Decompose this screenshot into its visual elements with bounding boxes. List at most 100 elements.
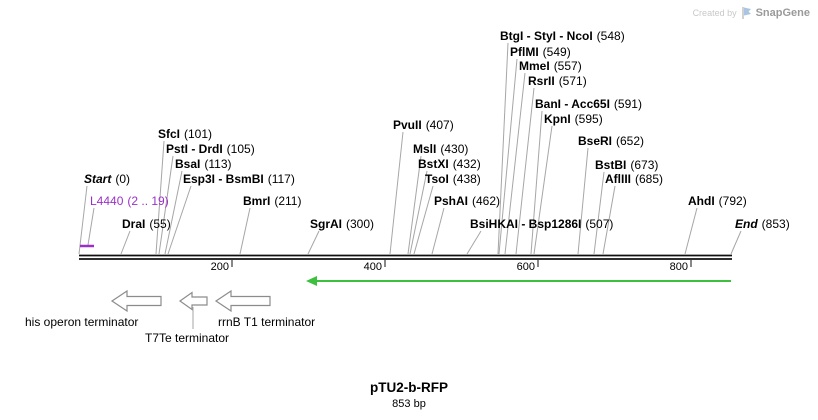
site-position: (462): [472, 194, 501, 208]
site-position: (438): [452, 172, 481, 186]
site-name: PvuII: [393, 118, 422, 132]
site-position: (853): [761, 217, 790, 231]
site-connector-line: [87, 207, 95, 246]
site-label-bstbi: BstBI (673): [595, 159, 658, 172]
site-position: (591): [613, 97, 642, 111]
site-position: (113): [204, 157, 232, 171]
site-connector-line: [730, 230, 742, 255]
site-label-tsoi: TsoI (438): [425, 173, 481, 186]
site-name: KpnI: [544, 112, 571, 126]
site-connector-line: [515, 87, 535, 255]
site-connector-line: [684, 207, 698, 255]
site-position: (2 .. 19): [127, 194, 169, 208]
site-position: (571): [558, 74, 587, 88]
watermark: Created by SnapGene: [693, 6, 810, 20]
site-label-l4440: L4440 (2 .. 19): [90, 195, 169, 208]
site-name: BtgI - StyI - NcoI: [500, 29, 593, 43]
site-label-end: End (853): [735, 218, 790, 231]
site-position: (55): [149, 217, 171, 231]
site-connector-line: [167, 185, 192, 255]
site-position: (407): [425, 118, 454, 132]
site-name: L4440: [90, 194, 124, 208]
site-name: BmrI: [243, 194, 271, 208]
plasmid-length: 853 bp: [392, 398, 426, 410]
site-connector-line: [407, 155, 422, 255]
site-label-bstxi: BstXI (432): [418, 158, 481, 171]
site-label-bseri: BseRI (652): [578, 135, 644, 148]
site-connector-line: [497, 42, 509, 255]
site-label-pshai: PshAI (462): [434, 195, 500, 208]
site-label-ahdi: AhdI (792): [688, 195, 747, 208]
terminator-label-rrnb-t1-terminator: rrnB T1 terminator: [218, 315, 316, 329]
site-name: TsoI: [425, 172, 449, 186]
site-position: (548): [596, 29, 625, 43]
site-name: MslI: [413, 142, 437, 156]
ruler-tick-label: 800: [669, 261, 688, 273]
ruler-tick-label: 400: [363, 261, 382, 273]
terminator-arrow-rrnb-t1-terminator: [214, 289, 271, 313]
site-name: DraI: [122, 217, 146, 231]
site-connector-line: [431, 207, 445, 255]
site-position: (685): [635, 172, 664, 186]
site-name: SfcI: [158, 127, 181, 141]
site-position: (792): [718, 194, 747, 208]
site-name: End: [735, 217, 758, 231]
site-connector-line: [158, 155, 174, 255]
site-connector-line: [164, 170, 183, 255]
site-connector-line: [120, 230, 131, 255]
site-name: RsrII: [528, 74, 555, 88]
site-label-rsrii: RsrII (571): [528, 75, 587, 88]
site-label-pflmi: PflMI (549): [510, 46, 571, 59]
site-position: (430): [440, 142, 469, 156]
site-position: (507): [585, 217, 614, 231]
site-name: PflMI: [510, 45, 539, 59]
site-name: Esp3I - BsmBI: [183, 172, 264, 186]
site-connector-line: [504, 72, 526, 255]
site-name: PshAI: [434, 194, 469, 208]
site-connector-line: [602, 185, 616, 255]
site-name: SgrAI: [310, 217, 343, 231]
watermark-brand: SnapGene: [755, 7, 810, 19]
site-name: BsiHKAI - Bsp1286I: [470, 217, 582, 231]
site-label-drai: DraI (55): [122, 218, 171, 231]
site-name: BstXI: [418, 157, 449, 171]
site-connector-line: [413, 185, 434, 255]
site-name: AhdI: [688, 194, 715, 208]
terminator-label-his-operon-terminator: his operon terminator: [25, 315, 139, 329]
site-connector-line: [78, 185, 88, 255]
site-position: (595): [574, 112, 603, 126]
site-name: BstBI: [595, 158, 627, 172]
plasmid-title: pTU2-b-RFP: [370, 380, 448, 395]
site-position: (432): [452, 157, 481, 171]
site-label-btgi-styi-ncoi: BtgI - StyI - NcoI (548): [500, 30, 625, 43]
site-label-sfci: SfcI (101): [158, 128, 212, 141]
site-label-esp3i-bsmbi: Esp3I - BsmBI (117): [183, 173, 295, 186]
site-label-bmri: BmrI (211): [243, 195, 301, 208]
site-connector-line: [498, 58, 518, 255]
site-connector-line: [239, 207, 251, 255]
title-block: pTU2-b-RFP 853 bp: [0, 380, 818, 410]
site-name: BsaI: [175, 157, 201, 171]
site-position: (117): [267, 172, 295, 186]
site-position: (211): [274, 194, 302, 208]
site-position: (549): [542, 45, 571, 59]
site-connector-line: [466, 230, 482, 255]
site-position: (105): [226, 142, 255, 156]
site-connector-line: [577, 147, 589, 255]
site-connector-line: [389, 131, 404, 255]
terminator-arrow-his-operon-terminator: [110, 289, 162, 313]
site-name: BseRI: [578, 134, 613, 148]
site-label-bsai: BsaI (113): [175, 158, 231, 171]
snapgene-logo-icon: [741, 7, 751, 19]
site-label-bsihkai-bsp1286i: BsiHKAI - Bsp1286I (507): [470, 218, 613, 231]
site-name: MmeI: [519, 59, 550, 73]
site-connector-line: [155, 140, 165, 255]
site-label-msli: MslI (430): [413, 143, 468, 156]
site-connector-line: [593, 171, 605, 255]
site-name: AflIII: [605, 172, 631, 186]
ruler-tick-label: 200: [210, 261, 229, 273]
site-label-afliii: AflIII (685): [605, 173, 663, 186]
site-label-pvuii: PvuII (407): [393, 119, 454, 132]
site-label-mmei: MmeI (557): [519, 60, 582, 73]
